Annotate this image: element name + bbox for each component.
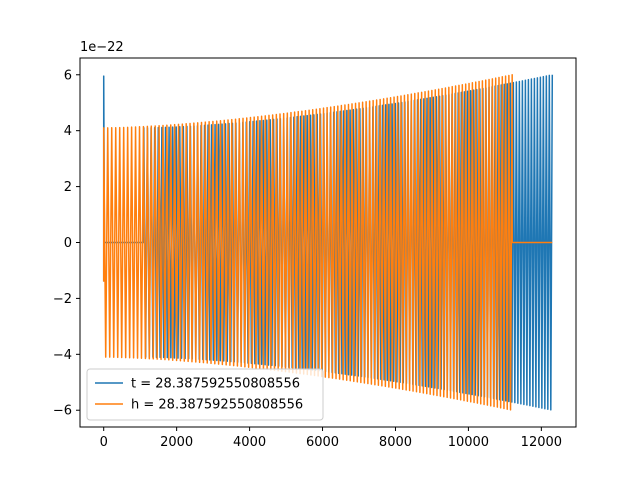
y-axis: −6 −4 −2 0 2 4 6 bbox=[53, 68, 80, 419]
y-tick-label: −6 bbox=[53, 404, 72, 419]
y-tick-label: 4 bbox=[64, 124, 72, 139]
y-axis-scale-label: 1e−22 bbox=[80, 40, 124, 55]
y-tick-label: 2 bbox=[64, 180, 72, 195]
x-tick-label: 4000 bbox=[233, 435, 266, 450]
legend-label: h = 28.387592550808556 bbox=[131, 398, 303, 413]
x-tick-label: 12000 bbox=[521, 435, 562, 450]
y-tick-label: −2 bbox=[53, 292, 72, 307]
legend-label: t = 28.387592550808556 bbox=[131, 377, 300, 392]
legend-box bbox=[86, 368, 324, 421]
x-axis: 0 2000 4000 6000 8000 10000 12000 bbox=[100, 427, 562, 450]
series-group bbox=[102, 74, 554, 411]
x-tick-label: 6000 bbox=[306, 435, 339, 450]
legend: t = 28.387592550808556 h = 28.38759255080… bbox=[86, 368, 324, 421]
x-tick-label: 0 bbox=[100, 435, 108, 450]
y-tick-label: 6 bbox=[64, 68, 72, 83]
y-tick-label: −4 bbox=[53, 348, 72, 363]
y-tick-label: 0 bbox=[64, 236, 72, 251]
plot-area: 0 2000 4000 6000 8000 10000 12000 −6 −4 −2 0 2 4 6 1… bbox=[53, 40, 577, 450]
series-line-2 bbox=[102, 74, 553, 411]
x-tick-label: 2000 bbox=[160, 435, 193, 450]
x-tick-label: 10000 bbox=[448, 435, 489, 450]
x-tick-label: 8000 bbox=[379, 435, 412, 450]
